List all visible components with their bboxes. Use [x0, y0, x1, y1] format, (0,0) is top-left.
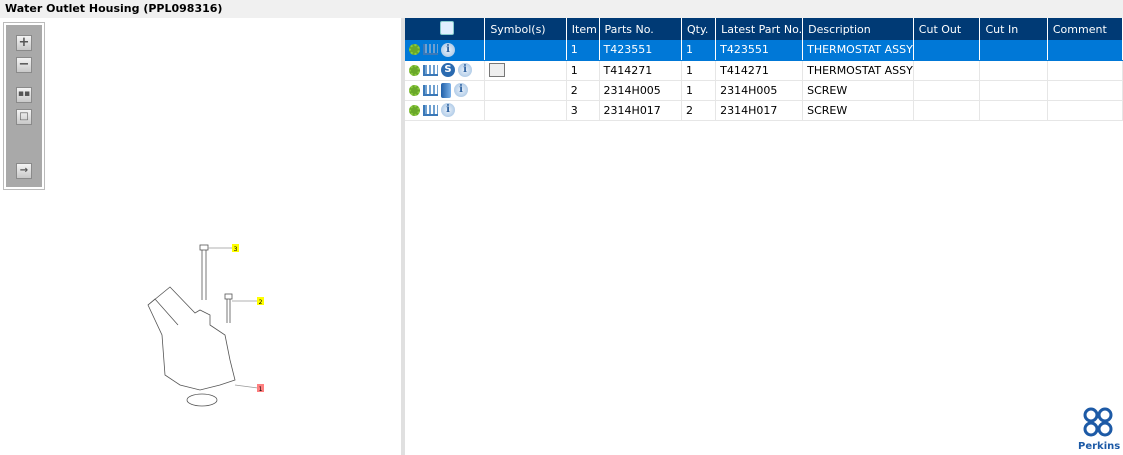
- row-actions: i: [405, 40, 486, 61]
- fit-window-icon[interactable]: □: [16, 109, 32, 125]
- cart-icon[interactable]: [423, 64, 438, 76]
- cell-parts-no: T414271: [599, 60, 683, 81]
- cell-qty: 1: [681, 60, 717, 81]
- parts-table: Symbol(s) Item Parts No. Qty. Latest Par…: [405, 18, 1123, 121]
- cell-latest-part-no: T414271: [715, 60, 804, 81]
- column-header-qty[interactable]: Qty.: [681, 18, 717, 40]
- callout-3-label: 3: [234, 246, 238, 253]
- callout-3[interactable]: [232, 244, 239, 252]
- cell-comment: [1047, 60, 1123, 81]
- callout-2[interactable]: [257, 297, 264, 305]
- cell-item: 1: [566, 60, 600, 81]
- gear-icon[interactable]: [409, 84, 420, 96]
- cell-parts-no: T423551: [599, 40, 683, 61]
- column-header-cut-out[interactable]: Cut Out: [913, 18, 981, 40]
- callout-1[interactable]: [257, 384, 264, 392]
- column-header-parts-no[interactable]: Parts No.: [599, 18, 683, 40]
- table-row[interactable]: i 1 T423551 1 T423551 THERMOSTAT ASSY: [405, 40, 1123, 61]
- perkins-logo-text: Perkins: [1078, 441, 1121, 452]
- cell-cut-out: [913, 100, 981, 121]
- cell-cut-out: [913, 80, 981, 101]
- table-header: Symbol(s) Item Parts No. Qty. Latest Par…: [405, 18, 1123, 40]
- gear-icon[interactable]: [409, 64, 420, 76]
- gear-icon[interactable]: [409, 104, 420, 116]
- perkins-logo: Perkins: [1078, 407, 1121, 452]
- cell-latest-part-no: 2314H017: [715, 100, 804, 121]
- cell-symbols: [484, 60, 567, 81]
- cell-symbols: [484, 40, 567, 61]
- info-icon[interactable]: i: [454, 83, 468, 97]
- table-row[interactable]: i 3 2314H017 2 2314H017 SCREW: [405, 100, 1123, 121]
- info-icon[interactable]: i: [441, 42, 455, 57]
- cell-latest-part-no: T423551: [715, 40, 804, 61]
- cell-parts-no: 2314H017: [599, 100, 683, 121]
- row-actions: i: [405, 100, 486, 121]
- zoom-out-icon[interactable]: −: [16, 57, 32, 73]
- column-header-cut-in[interactable]: Cut In: [979, 18, 1048, 40]
- cell-latest-part-no: 2314H005: [715, 80, 804, 101]
- cell-description: SCREW: [802, 100, 914, 121]
- column-header-description[interactable]: Description: [802, 18, 914, 40]
- row-actions: i: [405, 80, 486, 101]
- cell-qty: 2: [681, 100, 717, 121]
- column-header-search[interactable]: [405, 18, 486, 40]
- cell-symbols: [484, 80, 567, 101]
- column-header-latest-part-no[interactable]: Latest Part No.: [715, 18, 804, 40]
- callout-2-label: 2: [259, 299, 263, 306]
- book-search-icon[interactable]: [489, 63, 506, 77]
- cart-icon[interactable]: [423, 104, 438, 116]
- info-icon[interactable]: i: [458, 63, 472, 77]
- cell-symbols: [484, 100, 567, 121]
- cell-description: THERMOSTAT ASSY: [802, 40, 914, 61]
- cell-qty: 1: [681, 80, 717, 101]
- table-row[interactable]: i 2 2314H005 1 2314H005 SCREW: [405, 80, 1123, 101]
- cell-cut-in: [979, 100, 1048, 121]
- fit-all-icon[interactable]: ▪▪: [16, 87, 32, 103]
- cell-comment: [1047, 80, 1123, 101]
- cell-cut-in: [979, 40, 1048, 61]
- cell-comment: [1047, 40, 1123, 61]
- exploded-parts-drawing[interactable]: 3 2 1: [130, 235, 280, 410]
- viewer-toolbar: + − ▪▪ □ →: [3, 22, 45, 190]
- cell-item: 2: [566, 80, 600, 101]
- perkins-logo-mark: [1083, 407, 1113, 437]
- cart-icon[interactable]: [423, 84, 438, 96]
- cell-cut-in: [979, 60, 1048, 81]
- callout-1-label: 1: [259, 386, 263, 393]
- export-icon[interactable]: →: [16, 163, 32, 179]
- parts-list-panel: Symbol(s) Item Parts No. Qty. Latest Par…: [405, 18, 1123, 455]
- info-icon[interactable]: i: [441, 103, 455, 117]
- cell-description: SCREW: [802, 80, 914, 101]
- search-document-icon[interactable]: [440, 20, 455, 35]
- cart-icon[interactable]: [423, 44, 438, 56]
- cell-qty: 1: [681, 40, 717, 61]
- cell-comment: [1047, 100, 1123, 121]
- zoom-in-icon[interactable]: +: [16, 35, 32, 51]
- cell-parts-no: 2314H005: [599, 80, 683, 101]
- gear-icon[interactable]: [409, 44, 420, 56]
- window-title: Water Outlet Housing (PPL098316): [0, 0, 1123, 18]
- cell-item: 3: [566, 100, 600, 121]
- cell-item: 1: [566, 40, 600, 61]
- column-header-comment[interactable]: Comment: [1047, 18, 1123, 40]
- drawing-panel: + − ▪▪ □ → 3 2 1: [0, 18, 401, 455]
- cell-description: THERMOSTAT ASSY: [802, 60, 914, 81]
- supersession-icon[interactable]: S: [441, 63, 455, 77]
- cell-cut-out: [913, 40, 981, 61]
- cell-cut-in: [979, 80, 1048, 101]
- book-icon[interactable]: [441, 82, 451, 98]
- column-header-item[interactable]: Item: [566, 18, 600, 40]
- cell-cut-out: [913, 60, 981, 81]
- panel-splitter[interactable]: [401, 18, 405, 455]
- column-header-symbols[interactable]: Symbol(s): [484, 18, 567, 40]
